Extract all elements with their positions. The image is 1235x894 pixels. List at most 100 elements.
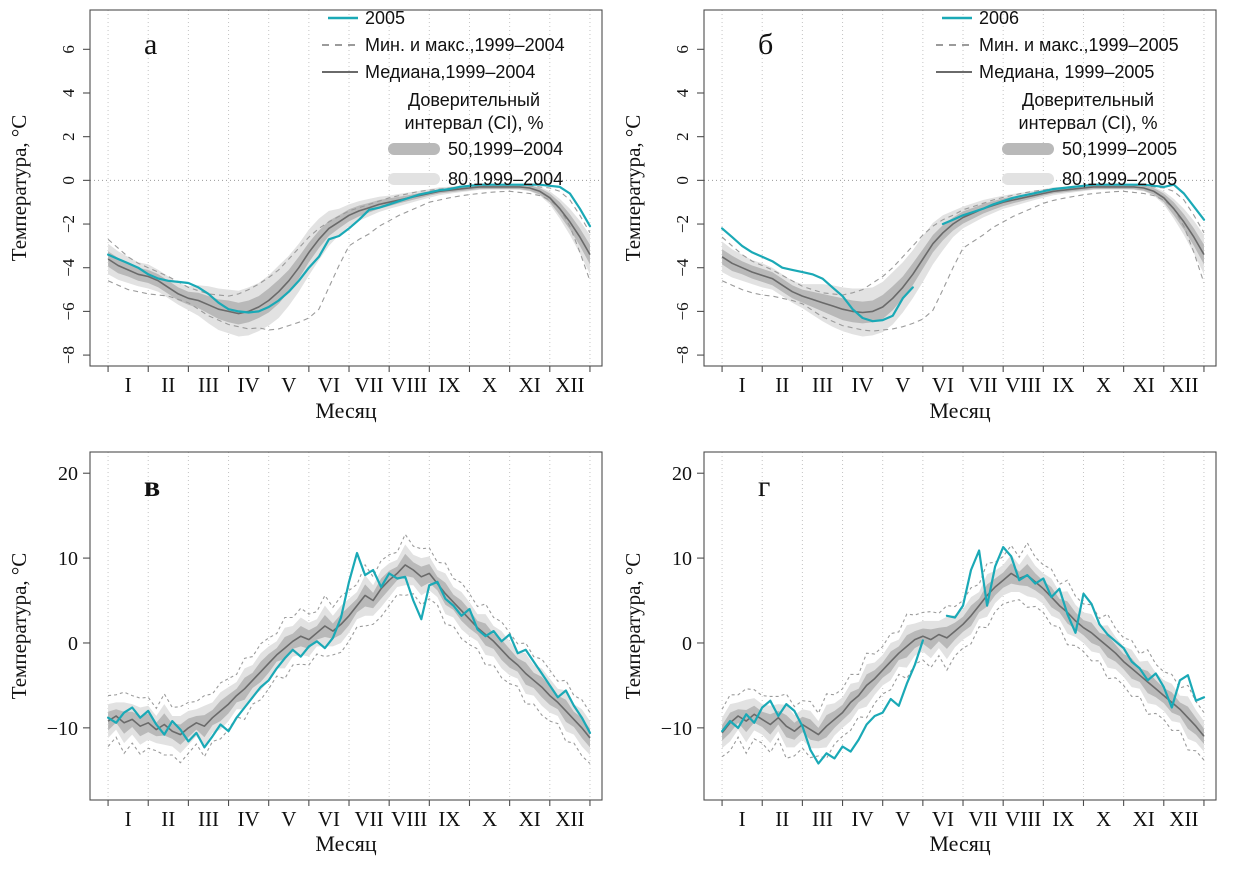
plot-frame xyxy=(703,451,1217,801)
min-envelope-line xyxy=(721,190,1205,332)
legend-band-swatch xyxy=(1002,143,1054,155)
max-envelope-line xyxy=(107,184,591,297)
x-tick-label: I xyxy=(125,373,132,397)
y-axis-title: Температура, °C xyxy=(7,115,31,262)
x-tick-label: II xyxy=(161,807,175,831)
x-tick-label: X xyxy=(1096,373,1111,397)
legend-ci-item-label: 50,1999–2005 xyxy=(1062,139,1177,159)
plot-frame xyxy=(703,9,1217,367)
y-tick-label: 0 xyxy=(68,633,78,655)
y-axis-title: Температура, °C xyxy=(7,553,31,700)
legend-ci-title: интервал (CI), % xyxy=(405,113,544,133)
x-tick-label: VIII xyxy=(1005,807,1041,831)
legend-band-swatch xyxy=(1002,173,1054,185)
max-envelope-line xyxy=(108,533,591,713)
x-tick-label: VII xyxy=(969,807,998,831)
legend-ci-title: Доверительный xyxy=(1022,90,1154,110)
min-envelope-line xyxy=(107,190,591,331)
legend-band-swatch xyxy=(388,173,440,185)
x-tick-label: III xyxy=(198,373,219,397)
ci50-band xyxy=(108,553,590,748)
x-tick-label: XII xyxy=(1169,807,1198,831)
y-tick-label: −2 xyxy=(59,215,78,233)
x-tick-label: VII xyxy=(969,373,998,397)
y-tick-label: 10 xyxy=(58,548,78,570)
x-tick-label: VIII xyxy=(391,373,427,397)
y-tick-label: 0 xyxy=(682,633,692,655)
x-tick-label: II xyxy=(775,373,789,397)
legend-ci-title: Доверительный xyxy=(408,90,540,110)
x-tick-label: VIII xyxy=(391,807,427,831)
y-tick-label: 2 xyxy=(673,132,692,141)
y-tick-label: 6 xyxy=(59,45,78,54)
x-axis-title: Месяц xyxy=(315,831,376,856)
min-envelope-line xyxy=(721,599,1205,761)
legend-band-swatch xyxy=(388,143,440,155)
x-tick-label: XI xyxy=(519,373,541,397)
ci80-band xyxy=(722,553,1204,752)
plot-frame xyxy=(89,451,603,801)
legend-ci-title: интервал (CI), % xyxy=(1019,113,1158,133)
x-tick-label: XI xyxy=(519,807,541,831)
x-tick-label: IX xyxy=(1052,807,1074,831)
median-line xyxy=(107,186,591,315)
max-envelope-line xyxy=(721,541,1205,715)
y-tick-label: 4 xyxy=(59,88,78,97)
x-tick-label: IX xyxy=(438,373,460,397)
y-tick-label: −4 xyxy=(59,258,78,277)
y-tick-label: −10 xyxy=(661,718,692,740)
y-tick-label: 0 xyxy=(673,176,692,185)
y-tick-label: −4 xyxy=(673,258,692,277)
legend-item-label: Медиана, 1999–2005 xyxy=(979,62,1154,82)
x-tick-label: XII xyxy=(1169,373,1198,397)
ci80-band xyxy=(108,184,590,337)
legend-item-label: Медиана,1999–2004 xyxy=(365,62,535,82)
x-tick-label: IX xyxy=(1052,373,1074,397)
x-tick-label: IV xyxy=(852,373,874,397)
x-tick-label: VII xyxy=(355,807,384,831)
legend-ci-item-label: 50,1999–2004 xyxy=(448,139,563,159)
x-tick-label: V xyxy=(281,373,296,397)
panel-letter: б xyxy=(758,28,773,61)
y-axis-title: Температура, °C xyxy=(621,115,645,262)
x-tick-label: I xyxy=(739,373,746,397)
x-tick-label: IV xyxy=(852,807,874,831)
x-tick-label: XII xyxy=(555,373,584,397)
ci50-band xyxy=(108,184,590,325)
plot-frame xyxy=(89,9,603,367)
y-tick-label: −2 xyxy=(673,215,692,233)
x-tick-label: V xyxy=(281,807,296,831)
x-tick-label: VIII xyxy=(1005,373,1041,397)
x-axis-title: Месяц xyxy=(315,398,376,423)
x-axis-title: Месяц xyxy=(929,398,990,423)
y-tick-label: 6 xyxy=(673,45,692,54)
legend-ci-item-label: 80,1999–2005 xyxy=(1062,169,1177,189)
x-tick-label: I xyxy=(125,807,132,831)
year-line xyxy=(107,551,592,749)
legend-item-label: Мин. и макс.,1999–2005 xyxy=(979,35,1179,55)
panel-background xyxy=(2,2,619,442)
x-tick-label: XII xyxy=(555,807,584,831)
legend-item-label: 2006 xyxy=(979,8,1019,28)
y-axis-title: Температура, °C xyxy=(621,553,645,700)
y-tick-label: −6 xyxy=(673,302,692,320)
max-envelope-line xyxy=(721,184,1205,296)
x-tick-label: VI xyxy=(318,807,340,831)
x-tick-label: V xyxy=(895,373,910,397)
x-tick-label: X xyxy=(482,373,497,397)
x-tick-label: VI xyxy=(318,373,340,397)
y-tick-label: 2 xyxy=(59,132,78,141)
y-tick-label: 0 xyxy=(59,176,78,185)
x-tick-label: X xyxy=(482,807,497,831)
x-tick-label: VII xyxy=(355,373,384,397)
y-tick-label: −6 xyxy=(59,302,78,320)
x-tick-label: II xyxy=(161,373,175,397)
legend-item-label: 2005 xyxy=(365,8,405,28)
x-tick-label: III xyxy=(812,807,833,831)
legend-item-label: Мин. и макс.,1999–2004 xyxy=(365,35,565,55)
y-tick-label: −8 xyxy=(673,346,692,364)
y-tick-label: 10 xyxy=(672,548,692,570)
panel-background xyxy=(616,2,1233,442)
